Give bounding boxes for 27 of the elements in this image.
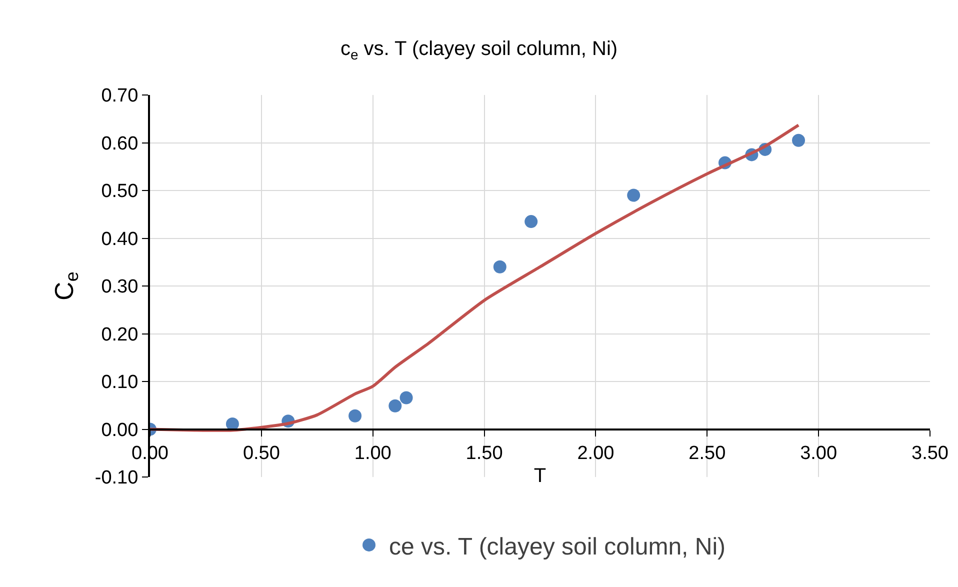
point xyxy=(627,188,640,202)
point xyxy=(226,418,239,430)
x-tick-label: 3.50 xyxy=(912,443,948,464)
x-tick-label: 1.00 xyxy=(354,443,392,464)
point xyxy=(493,260,506,274)
point xyxy=(400,391,413,404)
y-tick-label: 0.30 xyxy=(101,276,138,298)
point xyxy=(348,409,362,422)
x-axis-title: T xyxy=(534,465,546,488)
legend-label: ce vs. T (clayey soil column, Ni) xyxy=(389,533,726,560)
y-tick-label: 0.70 xyxy=(101,86,138,107)
y-tick-label: -0.10 xyxy=(94,468,138,489)
y-tick-label: 0.20 xyxy=(101,324,138,346)
y-tick-label: 0.40 xyxy=(101,228,138,250)
x-tick-label: 0.50 xyxy=(242,443,280,464)
y-tick-label: 0.00 xyxy=(101,420,138,441)
x-tick-label: 3.00 xyxy=(800,443,838,464)
point xyxy=(388,399,402,412)
x-tick-label: 2.00 xyxy=(577,443,614,464)
point xyxy=(792,134,806,147)
point xyxy=(524,215,538,228)
y-tick-label: 0.10 xyxy=(101,372,138,394)
y-tick-label: 0.50 xyxy=(101,181,138,202)
x-tick-label: 1.50 xyxy=(466,443,503,464)
chart-title: c$_{e}$ vs. T (clayey soil column, Ni) xyxy=(340,38,618,62)
y-tick-label: 0.60 xyxy=(101,133,138,154)
x-tick-label: 2.50 xyxy=(688,443,726,464)
